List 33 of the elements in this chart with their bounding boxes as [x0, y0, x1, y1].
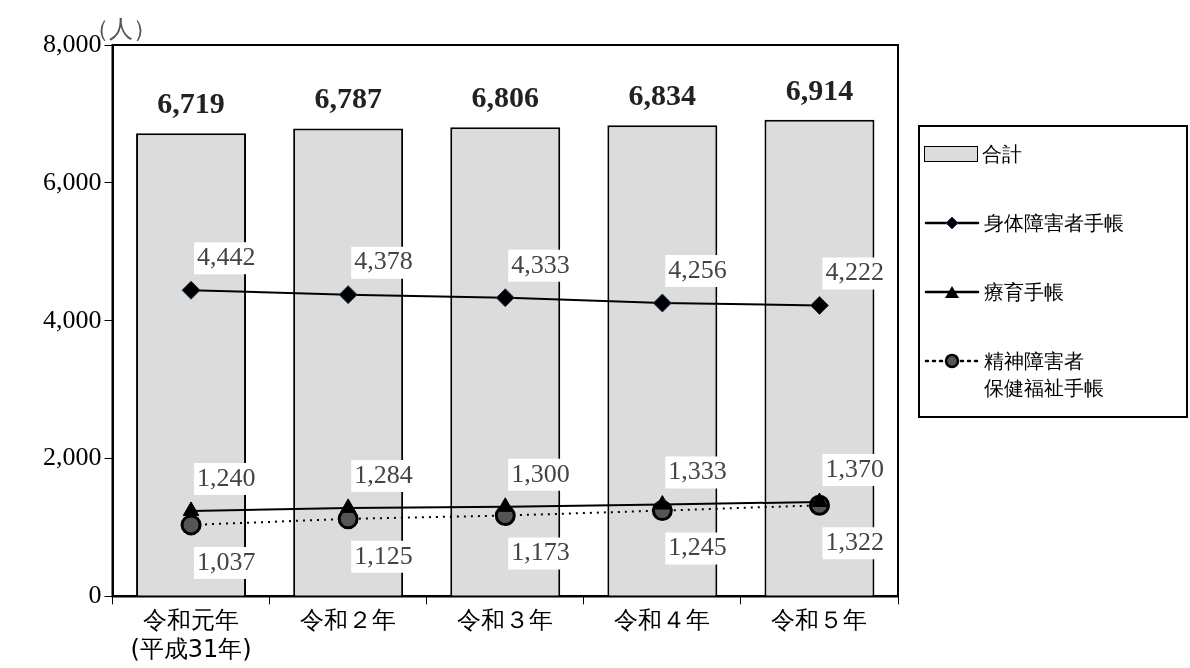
data-label: 1,370	[825, 453, 884, 483]
data-label: 6,834	[628, 78, 697, 112]
x-tick-label: 令和３年	[457, 606, 554, 635]
x-tick-label: 令和４年	[614, 606, 711, 635]
data-label: 6,806	[471, 80, 539, 114]
data-label: 1,245	[668, 532, 727, 562]
legend-label: 精神障害者保健福祉手帳	[984, 348, 1104, 402]
data-label: 1,284	[354, 459, 413, 489]
data-label: 1,322	[825, 527, 884, 557]
legend-label: 合計	[982, 141, 1022, 168]
data-label: 1,037	[197, 546, 256, 576]
legend-label: 身体障害者手帳	[984, 210, 1124, 237]
data-label: 6,719	[157, 86, 225, 120]
legend-label: 療育手帳	[984, 279, 1064, 306]
x-tick-label: 令和元年 (平成31年)	[130, 606, 252, 663]
data-label: 1,240	[197, 462, 256, 492]
data-label: 4,378	[354, 246, 413, 276]
data-label: 6,787	[314, 81, 382, 115]
data-label: 1,300	[511, 458, 570, 488]
data-label: 4,256	[668, 254, 727, 284]
x-tick-label: 令和５年	[771, 606, 868, 635]
data-label: 1,173	[511, 537, 570, 567]
y-tick-label: 6,000	[43, 166, 102, 196]
y-tick-label: 2,000	[43, 442, 102, 472]
data-label: 4,442	[197, 242, 256, 272]
y-tick-label: 0	[88, 580, 102, 610]
x-tick-label: 令和２年	[300, 606, 397, 635]
data-label: 1,125	[354, 540, 413, 570]
data-label: 6,914	[785, 72, 854, 106]
data-label: 4,333	[511, 249, 570, 279]
data-label: 4,222	[825, 257, 884, 287]
y-tick-label: 4,000	[43, 304, 102, 334]
data-label: 1,333	[668, 456, 727, 486]
